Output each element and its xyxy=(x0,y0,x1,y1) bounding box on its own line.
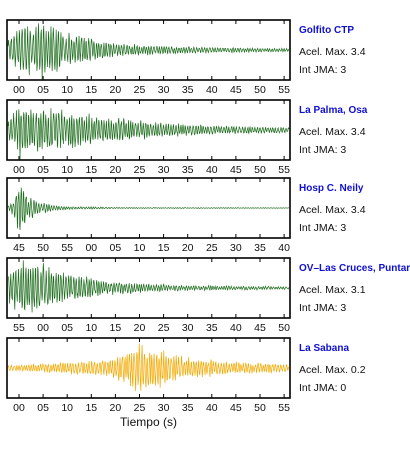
panel-frame-1 xyxy=(6,99,291,161)
tick-label-0-8: 40 xyxy=(206,84,218,96)
station-info-0-0: Acel. Max. 3.4 xyxy=(299,46,366,58)
station-name-4: La Sabana xyxy=(299,343,349,354)
tick-label-3-5: 20 xyxy=(134,322,146,334)
tick-label-0-5: 25 xyxy=(134,84,146,96)
trace-3 xyxy=(7,260,290,313)
tick-label-1-8: 40 xyxy=(206,164,218,176)
tick-label-2-6: 15 xyxy=(158,242,170,254)
tick-label-2-4: 05 xyxy=(110,242,122,254)
tick-label-3-4: 15 xyxy=(110,322,122,334)
tick-label-4-0: 00 xyxy=(13,402,25,414)
station-name-0: Golfito CTP xyxy=(299,25,354,36)
tick-label-2-8: 25 xyxy=(206,242,218,254)
tick-label-3-2: 05 xyxy=(61,322,73,334)
tick-label-1-2: 10 xyxy=(61,164,73,176)
tick-label-1-11: 55 xyxy=(278,164,290,176)
tick-label-3-10: 45 xyxy=(254,322,266,334)
trace-2 xyxy=(7,187,290,231)
station-name-1: La Palma, Osa xyxy=(299,105,368,116)
tick-label-1-4: 20 xyxy=(110,164,122,176)
tick-label-4-10: 50 xyxy=(254,402,266,414)
tick-label-4-5: 25 xyxy=(134,402,146,414)
station-info-4-0: Acel. Max. 0.2 xyxy=(299,364,366,376)
tick-label-0-3: 15 xyxy=(85,84,97,96)
panel-frame-3 xyxy=(6,257,291,319)
tick-label-0-6: 30 xyxy=(158,84,170,96)
station-info-2-0: Acel. Max. 3.4 xyxy=(299,204,366,216)
tick-label-3-6: 25 xyxy=(158,322,170,334)
x-axis-label: Tiempo (s) xyxy=(120,415,177,429)
tick-label-0-7: 35 xyxy=(182,84,194,96)
tick-label-4-8: 40 xyxy=(206,402,218,414)
tick-label-3-1: 00 xyxy=(37,322,49,334)
tick-label-2-3: 00 xyxy=(85,242,97,254)
tick-label-3-3: 10 xyxy=(85,322,97,334)
tick-label-1-1: 05 xyxy=(37,164,49,176)
station-name-3: OV–Las Cruces, Puntar xyxy=(299,263,410,274)
tick-label-4-4: 20 xyxy=(110,402,122,414)
tick-label-0-0: 00 xyxy=(13,84,25,96)
tick-label-0-9: 45 xyxy=(230,84,242,96)
tick-label-3-0: 55 xyxy=(13,322,25,334)
panel-frame-2 xyxy=(6,177,291,239)
tick-label-3-9: 40 xyxy=(230,322,242,334)
tick-label-0-4: 20 xyxy=(110,84,122,96)
tick-label-3-7: 30 xyxy=(182,322,194,334)
tick-label-2-7: 20 xyxy=(182,242,194,254)
tick-label-0-11: 55 xyxy=(278,84,290,96)
tick-label-4-11: 55 xyxy=(278,402,290,414)
station-info-3-0: Acel. Max. 3.1 xyxy=(299,284,366,296)
station-info-1-0: Acel. Max. 3.4 xyxy=(299,126,366,138)
tick-label-1-7: 35 xyxy=(182,164,194,176)
tick-label-0-1: 05 xyxy=(37,84,49,96)
tick-label-4-9: 45 xyxy=(230,402,242,414)
trace-4 xyxy=(7,343,290,392)
station-info-0-1: Int JMA: 3 xyxy=(299,64,346,76)
tick-label-3-11: 50 xyxy=(278,322,290,334)
tick-label-2-10: 35 xyxy=(254,242,266,254)
panel-frame-0 xyxy=(6,19,291,81)
tick-label-1-9: 45 xyxy=(230,164,242,176)
tick-label-2-5: 10 xyxy=(134,242,146,254)
station-name-2: Hosp C. Neily xyxy=(299,183,364,194)
tick-label-1-5: 25 xyxy=(134,164,146,176)
station-info-3-1: Int JMA: 3 xyxy=(299,302,346,314)
tick-label-4-1: 05 xyxy=(37,402,49,414)
tick-label-2-11: 40 xyxy=(278,242,290,254)
tick-label-4-6: 30 xyxy=(158,402,170,414)
tick-label-1-0: 00 xyxy=(13,164,25,176)
trace-1 xyxy=(7,108,290,161)
tick-label-2-9: 30 xyxy=(230,242,242,254)
panel-frame-4 xyxy=(6,337,291,399)
station-info-1-1: Int JMA: 3 xyxy=(299,144,346,156)
station-info-4-1: Int JMA: 0 xyxy=(299,382,346,394)
tick-label-4-3: 15 xyxy=(85,402,97,414)
trace-0 xyxy=(7,23,290,80)
tick-label-4-2: 10 xyxy=(61,402,73,414)
tick-label-1-6: 30 xyxy=(158,164,170,176)
tick-label-0-10: 50 xyxy=(254,84,266,96)
tick-label-2-1: 50 xyxy=(37,242,49,254)
station-info-2-1: Int JMA: 3 xyxy=(299,222,346,234)
tick-label-3-8: 35 xyxy=(206,322,218,334)
tick-label-1-10: 50 xyxy=(254,164,266,176)
tick-label-1-3: 15 xyxy=(85,164,97,176)
tick-label-2-2: 55 xyxy=(61,242,73,254)
tick-label-4-7: 35 xyxy=(182,402,194,414)
tick-label-2-0: 45 xyxy=(13,242,25,254)
tick-label-0-2: 10 xyxy=(61,84,73,96)
